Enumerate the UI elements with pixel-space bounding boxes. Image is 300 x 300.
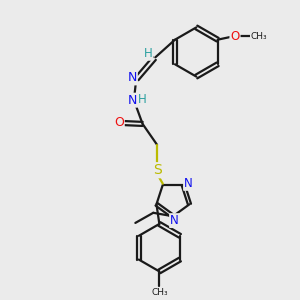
Text: N: N bbox=[170, 214, 179, 227]
Text: H: H bbox=[143, 47, 152, 60]
Text: CH₃: CH₃ bbox=[151, 288, 168, 297]
Text: N: N bbox=[184, 177, 193, 190]
Text: CH₃: CH₃ bbox=[251, 32, 267, 41]
Text: O: O bbox=[114, 116, 124, 129]
Text: O: O bbox=[230, 30, 240, 43]
Text: N: N bbox=[128, 94, 137, 107]
Text: N: N bbox=[128, 71, 137, 84]
Text: H: H bbox=[138, 92, 147, 106]
Text: S: S bbox=[153, 163, 161, 177]
